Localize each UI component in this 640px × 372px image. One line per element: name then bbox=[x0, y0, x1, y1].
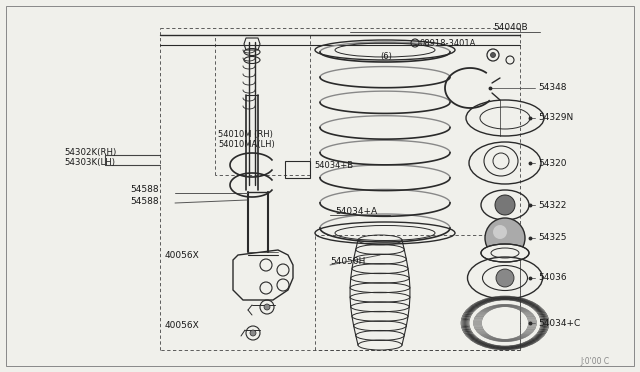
Circle shape bbox=[495, 195, 515, 215]
Circle shape bbox=[490, 52, 495, 58]
Text: 08918-3401A: 08918-3401A bbox=[419, 38, 476, 48]
Text: 54034+A: 54034+A bbox=[335, 208, 377, 217]
Text: 54010M (RH): 54010M (RH) bbox=[218, 131, 273, 140]
Text: 54348: 54348 bbox=[538, 83, 566, 93]
Text: 40056X: 40056X bbox=[165, 321, 200, 330]
Text: 54588: 54588 bbox=[130, 186, 159, 195]
Text: 54588: 54588 bbox=[130, 196, 159, 205]
Text: 40056X: 40056X bbox=[165, 250, 200, 260]
Text: 54325: 54325 bbox=[538, 234, 566, 243]
Text: 54320: 54320 bbox=[538, 158, 566, 167]
Text: 54329N: 54329N bbox=[538, 113, 573, 122]
Circle shape bbox=[485, 218, 525, 258]
Text: 54322: 54322 bbox=[538, 201, 566, 209]
Text: 54303K(LH): 54303K(LH) bbox=[64, 158, 115, 167]
Circle shape bbox=[264, 304, 270, 310]
Text: 54010MA(LH): 54010MA(LH) bbox=[218, 141, 275, 150]
Text: 54050H: 54050H bbox=[330, 257, 365, 266]
Text: 54036: 54036 bbox=[538, 273, 566, 282]
Circle shape bbox=[493, 225, 507, 239]
Text: J:0'00 C: J:0'00 C bbox=[580, 357, 609, 366]
Text: 54040B: 54040B bbox=[493, 23, 527, 32]
Circle shape bbox=[250, 330, 256, 336]
Text: (6): (6) bbox=[380, 51, 392, 61]
Text: 54034+B: 54034+B bbox=[314, 161, 353, 170]
Text: 54302K(RH): 54302K(RH) bbox=[64, 148, 116, 157]
Ellipse shape bbox=[481, 244, 529, 262]
Circle shape bbox=[496, 269, 514, 287]
Text: 54034+C: 54034+C bbox=[538, 318, 580, 327]
